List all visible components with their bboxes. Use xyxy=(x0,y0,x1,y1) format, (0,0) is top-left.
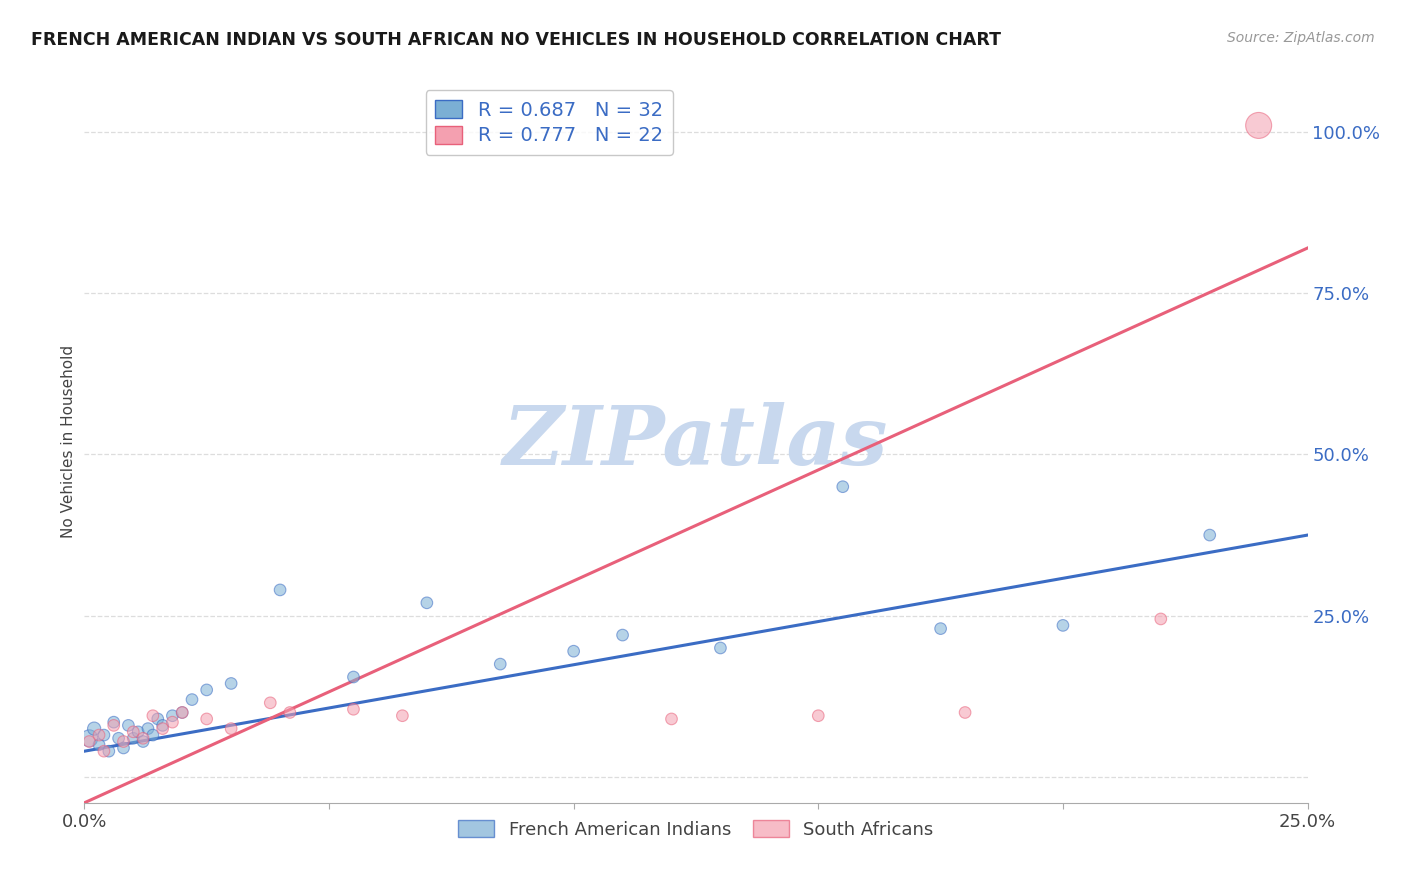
Point xyxy=(929,622,952,636)
Point xyxy=(612,628,634,642)
Point xyxy=(142,728,165,742)
Text: Source: ZipAtlas.com: Source: ZipAtlas.com xyxy=(1227,31,1375,45)
Point xyxy=(132,731,155,746)
Point xyxy=(132,734,155,748)
Point xyxy=(87,738,110,752)
Point xyxy=(107,731,129,746)
Legend: French American Indians, South Africans: French American Indians, South Africans xyxy=(451,813,941,846)
Point xyxy=(103,718,125,732)
Point xyxy=(1150,612,1173,626)
Point xyxy=(807,708,830,723)
Point xyxy=(391,708,413,723)
Point xyxy=(103,715,125,730)
Point xyxy=(1198,528,1220,542)
Point xyxy=(489,657,512,672)
Point xyxy=(278,706,301,720)
Point xyxy=(152,722,174,736)
Text: FRENCH AMERICAN INDIAN VS SOUTH AFRICAN NO VEHICLES IN HOUSEHOLD CORRELATION CHA: FRENCH AMERICAN INDIAN VS SOUTH AFRICAN … xyxy=(31,31,1001,49)
Point xyxy=(112,741,135,756)
Point xyxy=(1052,618,1074,632)
Point xyxy=(661,712,683,726)
Point xyxy=(342,670,364,684)
Point xyxy=(195,712,218,726)
Point xyxy=(172,706,194,720)
Point xyxy=(195,682,218,697)
Point xyxy=(117,718,139,732)
Point xyxy=(87,728,110,742)
Point xyxy=(93,744,115,758)
Point xyxy=(219,676,242,690)
Point xyxy=(342,702,364,716)
Point xyxy=(831,480,853,494)
Point xyxy=(172,706,194,720)
Point xyxy=(93,728,115,742)
Point xyxy=(142,708,165,723)
Point xyxy=(709,640,731,655)
Point xyxy=(77,734,100,748)
Point xyxy=(953,706,976,720)
Point xyxy=(122,731,145,746)
Point xyxy=(1247,119,1270,133)
Point xyxy=(122,724,145,739)
Point xyxy=(127,724,149,739)
Point xyxy=(152,718,174,732)
Point xyxy=(181,692,204,706)
Text: ZIPatlas: ZIPatlas xyxy=(503,401,889,482)
Point xyxy=(219,722,242,736)
Point xyxy=(136,722,159,736)
Point xyxy=(562,644,585,658)
Point xyxy=(269,582,291,597)
Point xyxy=(146,712,169,726)
Point xyxy=(259,696,281,710)
Point xyxy=(162,708,184,723)
Point xyxy=(97,744,120,758)
Point xyxy=(112,734,135,748)
Point xyxy=(77,731,100,746)
Point xyxy=(416,596,439,610)
Point xyxy=(83,722,105,736)
Y-axis label: No Vehicles in Household: No Vehicles in Household xyxy=(60,345,76,538)
Point xyxy=(162,715,184,730)
